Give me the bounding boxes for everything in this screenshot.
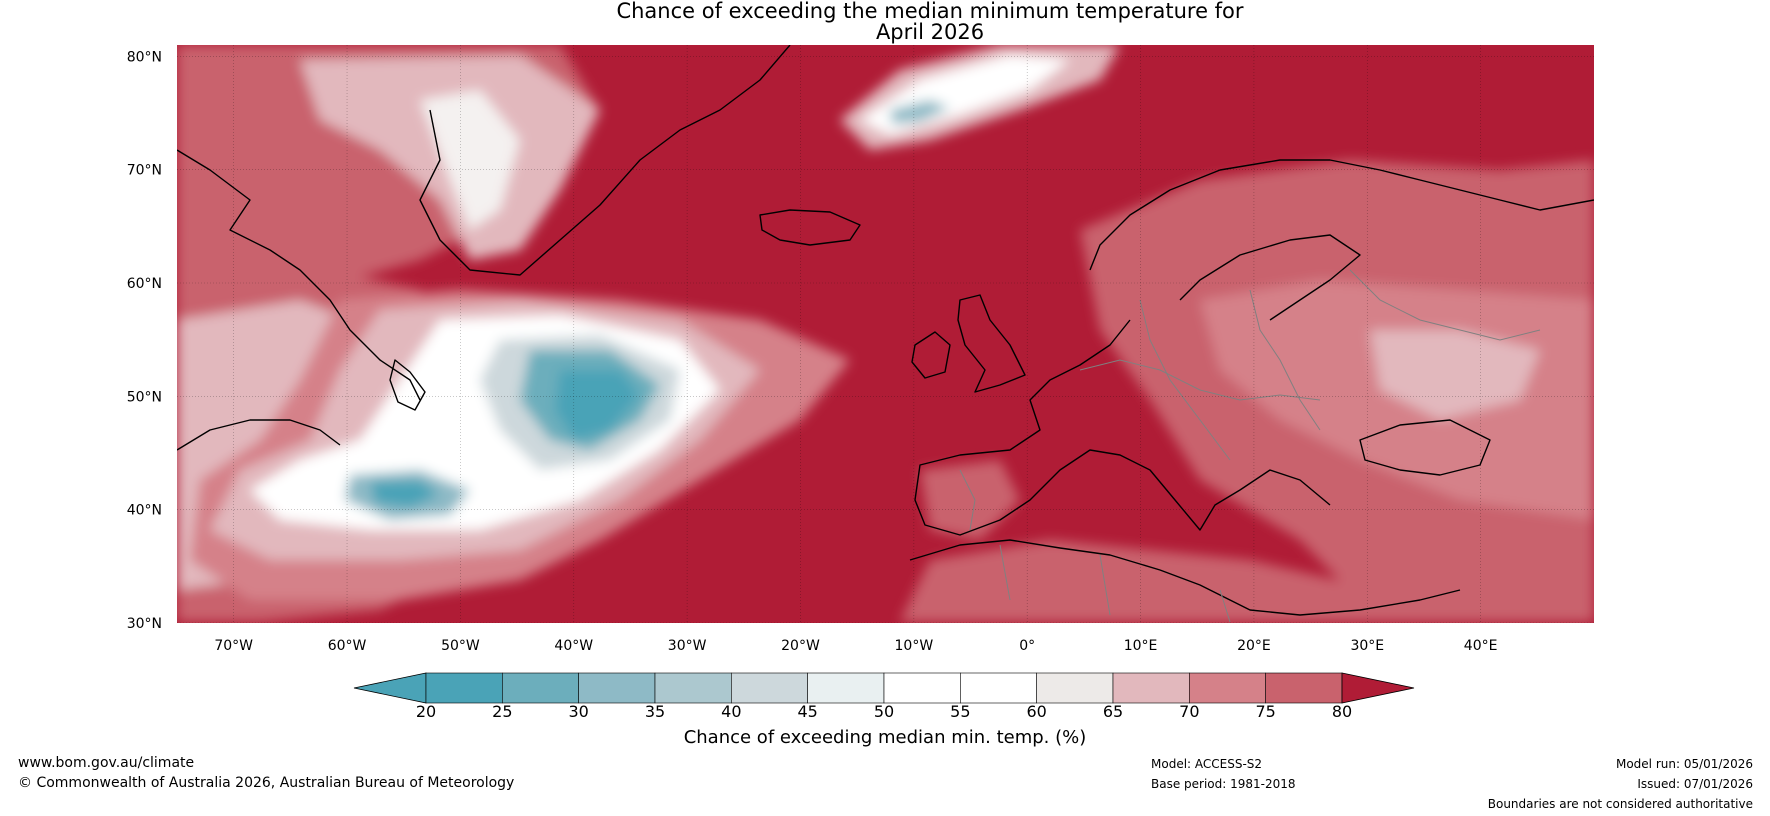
colorbar-tick-label: 80 [1331,702,1353,721]
lat-tick-label: 50°N [127,389,162,405]
colorbar [353,672,1415,704]
lon-tick-label: 10°E [1124,638,1158,654]
coastlines [177,45,1594,616]
colorbar-tick-label: 50 [873,702,895,721]
colorbar-segment [425,672,503,704]
lon-tick-label: 0° [1019,638,1035,654]
field-norwegian-blue [890,100,950,124]
lon-tick-label: 10°W [895,638,934,654]
lat-tick-label: 70°N [127,163,162,179]
coast-us-east [177,419,341,451]
footer-copyright: © Commonwealth of Australia 2026, Austra… [18,775,515,791]
lon-tick-label: 50°W [441,638,480,654]
border-iberia [959,469,976,531]
colorbar-tick-label: 30 [568,702,589,721]
lon-tick-label: 60°W [328,638,367,654]
colorbar-under-extension [353,672,427,704]
footer-website[interactable]: www.bom.gov.au/climate [18,755,195,771]
border-europe-2 [1139,299,1231,461]
map-title-line1: Chance of exceeding the median minimum t… [616,0,1244,23]
colorbar-segment [807,672,885,704]
colorbar-segment [883,672,961,704]
coast-baltic [1179,234,1361,321]
footer-disclaimer: Boundaries are not considered authoritat… [1487,797,1753,811]
field-west-dark-blue [370,480,440,508]
coast-scandinavia [1089,159,1594,271]
coast-britain [957,294,1026,393]
colorbar-segment [578,672,656,704]
colorbar-tick-label: 55 [950,702,971,721]
colorbar-tick-label: 60 [1026,702,1047,721]
coast-greenland [419,45,791,276]
lat-tick-label: 40°N [127,503,162,519]
lon-tick-label: 40°E [1464,638,1498,654]
coast-africa-north [909,539,1461,616]
colorbar-tick-label: 70 [1179,702,1200,721]
country-borders [959,269,1541,623]
colorbar-segment [731,672,808,704]
coast-black-sea [1359,419,1491,476]
field-iberia-moderate [920,460,1020,540]
colorbar-segment [654,672,732,704]
lon-tick-label: 20°W [781,638,820,654]
lon-tick-label: 30°W [668,638,707,654]
colorbar-tick-label: 25 [492,702,513,721]
coast-canada-north [177,149,421,401]
border-europe-1 [1079,359,1321,401]
border-africa [999,544,1231,623]
lat-tick-label: 30°N [127,616,162,632]
coast-europe-west [914,319,1331,536]
colorbar-tick-label: 65 [1102,702,1124,721]
lon-tick-label: 30°E [1350,638,1384,654]
lat-tick-label: 80°N [127,49,162,65]
colorbar-tick-label: 20 [415,702,437,721]
colorbar-tick-label: 75 [1255,702,1276,721]
latitude-tick-labels: 80°N 70°N 60°N 50°N 40°N 30°N [127,49,162,632]
coast-iceland [759,209,861,246]
footer-model: Model: ACCESS-S2 [1151,757,1263,771]
colorbar-title: Chance of exceeding median min. temp. (%… [683,727,1087,748]
colorbar-segment [502,672,579,704]
colorbar-segment [1265,672,1343,704]
colorbar-over-extension [1341,672,1415,704]
lon-tick-label: 40°W [554,638,593,654]
colorbar-segment [960,672,1037,704]
field-europe-pale [1370,330,1540,420]
footer-base-period: Base period: 1981-2018 [1151,777,1296,791]
colorbar-tick-label: 40 [721,702,742,721]
footer-model-run: Model run: 05/01/2026 [1615,757,1753,771]
field-greenland-white [420,90,520,230]
lon-tick-label: 70°W [214,638,253,654]
border-europe-4 [1349,269,1541,341]
map-title-line2: April 2026 [875,20,985,44]
field-africa-moderate [900,540,1440,622]
colorbar-segment [1189,672,1266,704]
colorbar-tick-label: 45 [797,702,818,721]
lat-tick-label: 60°N [127,276,162,292]
coast-newfoundland [389,359,426,411]
border-europe-3 [1249,289,1321,431]
lon-tick-label: 20°E [1237,638,1271,654]
field-atlantic-dark-blue [555,370,640,440]
coast-ireland [911,331,951,379]
longitude-tick-labels: 70°W 60°W 50°W 40°W 30°W 20°W 10°W 0° 10°E 20°E 30… [214,638,1497,654]
colorbar-segment [1112,672,1190,704]
graticule [177,45,1594,623]
footer-issued: Issued: 07/01/2026 [1637,777,1753,791]
probability-field [177,45,1594,623]
colorbar-segment [1036,672,1114,704]
colorbar-tick-label: 35 [644,702,666,721]
